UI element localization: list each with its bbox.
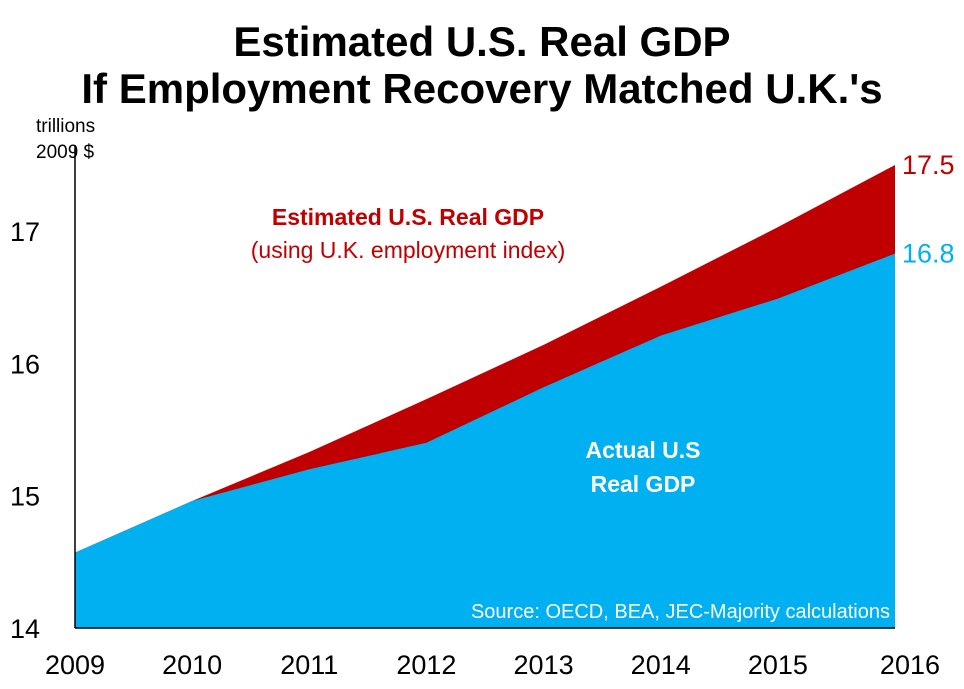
y-unit-label-line-1: trillions [36, 116, 95, 137]
y-tick-label: 17 [10, 217, 40, 247]
y-tick-labels: 14 15 16 17 [10, 217, 40, 644]
x-tick-label: 2012 [396, 650, 456, 680]
y-tick-label: 14 [10, 614, 40, 644]
axes-group [74, 145, 895, 629]
y-unit-label-line-2: 2009 $ [36, 142, 95, 163]
x-tick-label: 2014 [631, 650, 691, 680]
x-tick-label: 2013 [514, 650, 574, 680]
y-tick-label: 16 [10, 349, 40, 379]
source-note: Source: OECD, BEA, JEC-Majority calculat… [471, 601, 890, 623]
x-tick-label: 2009 [45, 650, 105, 680]
estimated-series-sublabel: (using U.K. employment index) [251, 237, 565, 263]
x-tick-label: 2015 [748, 650, 808, 680]
x-tick-labels: 2009 2010 2011 2012 2013 2014 2015 2016 [45, 650, 940, 680]
end-label-estimated: 17.5 [902, 150, 955, 180]
actual-gdp-area [75, 253, 895, 629]
estimated-series-label: Estimated U.S. Real GDP [272, 204, 544, 230]
chart-title-line-2: If Employment Recovery Matched U.K.'s [81, 65, 882, 112]
area-series-group [75, 165, 895, 629]
x-tick-label: 2011 [280, 650, 338, 680]
actual-series-label-line-1: Actual U.S [585, 437, 700, 463]
x-tick-label: 2010 [162, 650, 222, 680]
actual-series-label-line-2: Real GDP [591, 471, 696, 497]
chart-title-line-1: Estimated U.S. Real GDP [233, 18, 730, 65]
x-tick-label: 2016 [880, 650, 940, 680]
y-tick-label: 15 [10, 482, 40, 512]
end-label-actual: 16.8 [902, 239, 955, 269]
